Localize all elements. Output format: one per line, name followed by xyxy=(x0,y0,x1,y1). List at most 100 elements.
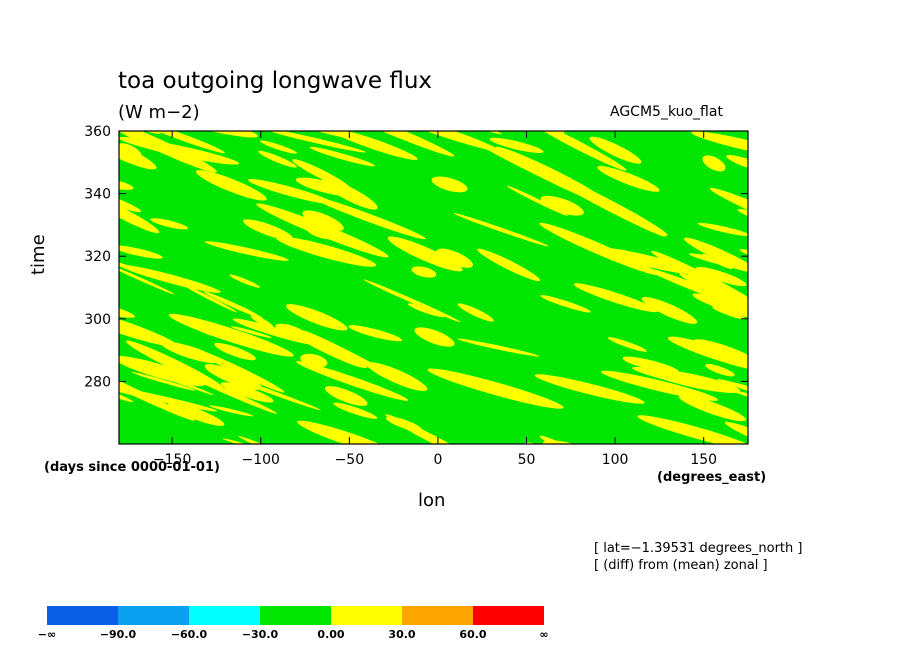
positive-anomaly-patch xyxy=(376,131,501,152)
positive-anomaly-patch xyxy=(321,178,378,210)
positive-anomaly-patch xyxy=(296,361,409,401)
positive-anomaly-patch xyxy=(119,196,160,234)
y-tick-label: 280 xyxy=(84,374,111,390)
model-label: AGCM5_kuo_flat xyxy=(610,104,723,120)
positive-anomaly-patch xyxy=(540,295,591,313)
positive-anomaly-patch xyxy=(705,364,735,377)
colorbar-swatch xyxy=(402,606,473,625)
positive-anomaly-patch xyxy=(793,99,821,114)
positive-anomaly-patch xyxy=(310,195,426,240)
positive-anomaly-patch xyxy=(726,155,748,173)
positive-anomaly-patch xyxy=(203,291,263,319)
positive-anomaly-patch xyxy=(697,222,748,237)
positive-anomaly-patch xyxy=(119,362,195,421)
colorbar-label: 60.0 xyxy=(459,628,486,641)
positive-anomaly-patch xyxy=(119,263,175,295)
colorbar-swatch xyxy=(189,606,260,625)
positive-anomaly-patch xyxy=(258,150,297,168)
positive-anomaly-patch xyxy=(243,219,293,241)
positive-anomaly-patch xyxy=(632,366,737,393)
y-tick-label: 300 xyxy=(84,312,111,328)
positive-anomaly-patch xyxy=(562,96,615,116)
positive-anomaly-patch xyxy=(232,318,320,346)
positive-anomaly-patch xyxy=(134,131,225,154)
positive-anomaly-patch xyxy=(30,199,91,239)
colorbar-label: −60.0 xyxy=(171,628,208,641)
positive-anomaly-patch xyxy=(300,353,328,368)
positive-anomaly-patch xyxy=(256,203,389,258)
positive-anomaly-patch xyxy=(302,210,344,231)
positive-anomaly-patch xyxy=(250,315,274,328)
x-axis-label: lon xyxy=(418,490,446,511)
colorbar-label: 30.0 xyxy=(388,628,415,641)
plot-frame xyxy=(118,130,749,445)
positive-anomaly-patch xyxy=(119,356,206,386)
positive-anomaly-patch xyxy=(323,131,455,157)
positive-anomaly-patch xyxy=(261,131,366,153)
x-tick-label: −150 xyxy=(153,452,191,468)
positive-anomaly-patch xyxy=(259,140,298,154)
positive-anomaly-patch xyxy=(453,213,549,247)
positive-anomaly-patch xyxy=(229,274,260,288)
colorbar-swatch xyxy=(260,606,331,625)
positive-anomaly-patch xyxy=(457,303,494,322)
positive-anomaly-patch xyxy=(232,84,311,118)
positive-anomaly-patch xyxy=(539,222,659,276)
positive-anomaly-patch xyxy=(597,166,660,192)
x-tick-label: −50 xyxy=(335,452,365,468)
x-tick-label: 0 xyxy=(433,452,442,468)
colorbar-swatch xyxy=(473,606,544,625)
positive-anomaly-patch xyxy=(125,340,224,389)
positive-anomaly-patch xyxy=(471,139,598,203)
positive-anomaly-patch xyxy=(120,264,221,293)
positive-anomaly-patch xyxy=(214,342,256,361)
positive-anomaly-patch xyxy=(348,325,403,342)
positive-anomaly-patch xyxy=(745,89,820,118)
positive-anomaly-patch xyxy=(644,267,748,312)
positive-anomaly-patch xyxy=(702,253,733,270)
positive-anomaly-patch xyxy=(411,266,437,278)
positive-anomaly-patch xyxy=(702,155,726,172)
positive-anomaly-patch xyxy=(385,416,422,432)
positive-anomaly-patch xyxy=(414,327,455,347)
positive-anomaly-patch xyxy=(333,402,378,419)
positive-anomaly-patch xyxy=(119,284,136,318)
x-axis-ticks: −150 −100 −50 0 50 100 150 xyxy=(153,131,717,468)
y-tick-label: 340 xyxy=(84,187,111,203)
positive-anomaly-patch xyxy=(95,85,209,128)
positive-anomaly-patch xyxy=(461,96,556,128)
positive-anomaly-patch xyxy=(204,364,263,390)
positive-anomaly-patch xyxy=(161,341,220,364)
positive-anomaly-patch xyxy=(538,169,666,237)
positive-anomaly-patch xyxy=(600,370,719,401)
positive-anomaly-patch xyxy=(739,249,748,294)
positive-anomaly-patch xyxy=(766,318,817,348)
colorbar: −∞ −90.0 −60.0 −30.0 0.00 30.0 60.0 ∞ xyxy=(38,606,549,641)
positive-anomaly-patch xyxy=(297,420,400,444)
y-tick-label: 360 xyxy=(84,124,111,140)
positive-anomaly-patch xyxy=(42,274,120,299)
x-tick-label: 100 xyxy=(602,452,629,468)
positive-anomaly-patch xyxy=(309,146,376,167)
positive-anomaly-patch xyxy=(328,131,418,160)
positive-anomaly-patch xyxy=(724,421,748,444)
positive-anomaly-patch xyxy=(709,187,748,241)
positive-anomaly-patch xyxy=(779,336,824,357)
x-tick-label: 50 xyxy=(518,452,536,468)
positive-anomaly-patch xyxy=(692,293,748,322)
positive-anomaly-patch xyxy=(181,283,237,313)
positive-anomaly-patch xyxy=(712,306,746,320)
positive-anomaly-patch xyxy=(507,185,569,216)
positive-anomaly-patch xyxy=(168,402,225,426)
positive-anomaly-patch xyxy=(679,395,746,422)
positive-anomaly-patch xyxy=(589,136,642,164)
positive-anomaly-patch xyxy=(204,241,289,261)
positive-anomaly-patch xyxy=(774,90,811,116)
positive-anomaly-patch xyxy=(324,386,368,406)
positive-anomaly-patch xyxy=(400,110,459,131)
lat-note: [ lat=−1.39531 degrees_north ] xyxy=(594,541,803,556)
positive-anomaly-patch xyxy=(119,143,142,159)
colorbar-label: 0.00 xyxy=(317,628,344,641)
positive-anomaly-patch xyxy=(641,296,698,324)
